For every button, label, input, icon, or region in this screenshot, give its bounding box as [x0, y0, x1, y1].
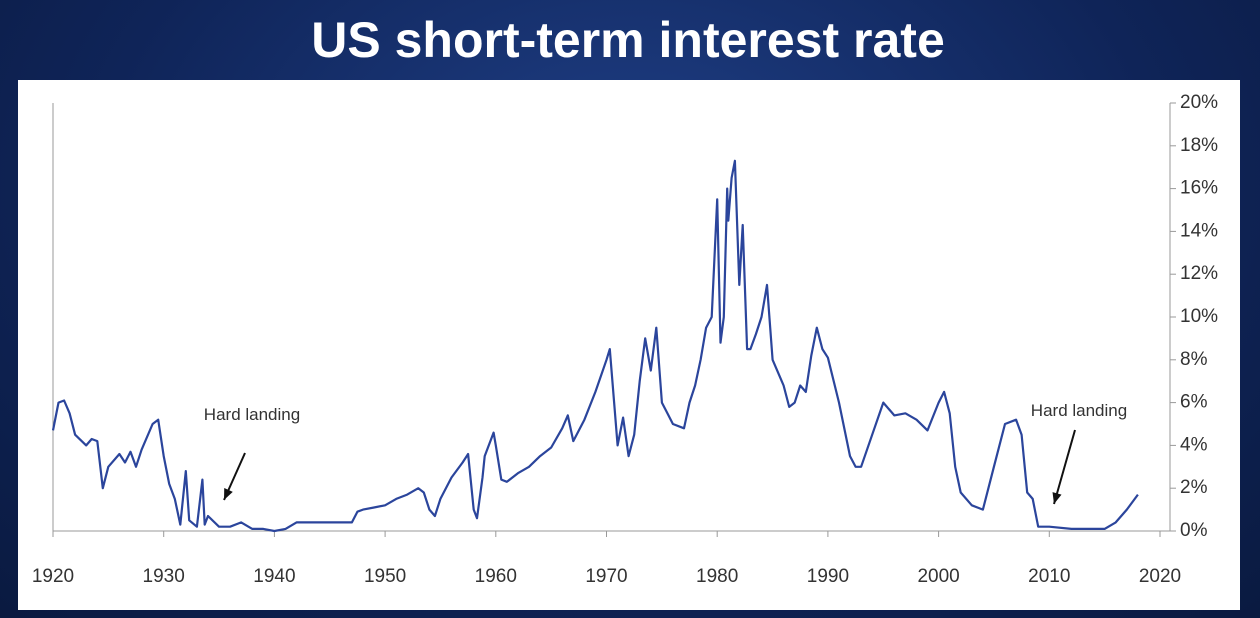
x-tick-label: 1930	[143, 566, 185, 587]
y-tick-label: 2%	[1180, 477, 1208, 498]
x-tick-label: 2020	[1139, 566, 1181, 587]
y-tick-label: 10%	[1180, 306, 1218, 327]
x-tick-label: 1970	[585, 566, 627, 587]
x-tick-label: 1920	[32, 566, 74, 587]
annotation-arrowhead	[1052, 492, 1062, 504]
chart-title: US short-term interest rate	[311, 12, 945, 68]
y-tick-label: 14%	[1180, 220, 1218, 241]
annotation-arrowhead	[224, 488, 233, 500]
annotation: Hard landing	[204, 405, 300, 424]
y-tick-label: 4%	[1180, 434, 1208, 455]
x-tick-label: 1980	[696, 566, 738, 587]
y-tick-label: 16%	[1180, 178, 1218, 199]
x-tick-label: 2010	[1028, 566, 1070, 587]
rate-line	[51, 159, 1139, 533]
x-tick-label: 1950	[364, 566, 406, 587]
x-tick-label: 2000	[917, 566, 959, 587]
x-tick-label: 1940	[253, 566, 295, 587]
y-tick-label: 6%	[1180, 392, 1208, 413]
y-tick-label: 12%	[1180, 263, 1218, 284]
x-tick-label: 1990	[807, 566, 849, 587]
annotation-arrow	[1053, 429, 1076, 505]
y-tick-label: 20%	[1180, 92, 1218, 113]
y-tick-label: 18%	[1180, 135, 1218, 156]
y-tick-label: 0%	[1180, 520, 1208, 541]
annotation: Hard landing	[1031, 401, 1127, 420]
y-tick-label: 8%	[1180, 349, 1208, 370]
x-tick-label: 1960	[475, 566, 517, 587]
